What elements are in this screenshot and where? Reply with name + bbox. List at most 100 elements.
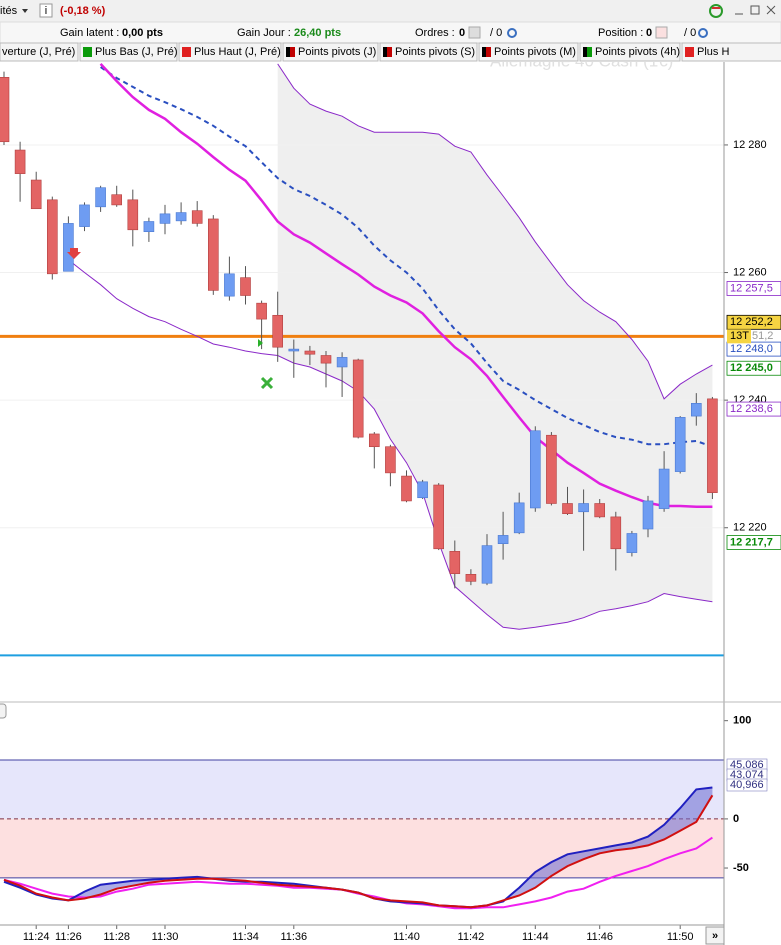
orders-label: Ordres : [415,27,455,39]
y-tick-label: 100 [733,715,751,727]
change: (-0,18 %) [60,5,106,17]
candle-body [336,357,348,368]
tab-icon [286,47,295,57]
maximize[interactable] [750,5,760,15]
sell-signal [67,248,81,259]
tab-label[interactable]: Points pivots (J) [298,46,376,58]
candle-body [546,434,557,504]
orders-cancel[interactable] [468,26,481,39]
toolbar [0,0,781,22]
price-tag-label: 12 248,0 [730,343,773,355]
x-tick-label: 11:30 [152,931,179,943]
info-button[interactable] [39,3,53,18]
tab-icon [583,47,587,57]
price-tag [726,401,781,417]
x-tick-label: 11:24 [23,931,50,943]
latent-label: Gain latent : [60,27,119,39]
tab-label[interactable]: Points pivots (4h) [595,46,680,58]
candle-body [208,218,219,291]
tab[interactable] [0,42,79,62]
candle-body [707,398,718,493]
candle-body [481,545,493,584]
osc-tag-label: 45,086 [730,759,764,771]
tab[interactable] [379,42,478,62]
price-tag [726,314,781,330]
price-tag-label: 12 257,5 [730,282,773,294]
refresh-icon[interactable] [709,4,723,18]
candle-body [465,574,477,582]
candle-body [63,223,74,272]
y-tick-label: 0 [733,813,739,825]
orders-total: / 0 [490,27,502,39]
candle-body [626,533,638,553]
osc-tag-label: 40,966 [730,779,764,791]
tab[interactable] [79,42,178,62]
candle-body [159,213,171,224]
entry-marker [258,339,263,347]
latent-value: 0,00 pts [122,27,163,39]
orders-value: 0 [459,27,465,39]
indicator-line [100,66,713,448]
indicator-line [99,63,713,508]
tab-label[interactable]: Points pivots (S) [395,46,475,58]
tab-icon [482,47,486,57]
candle-body [594,503,606,518]
y-tick-label: -50 [733,862,749,874]
candle-body [401,475,412,502]
tab-icon [685,47,694,57]
price-tag [726,535,781,550]
tab[interactable] [282,42,379,62]
tab-icon [286,47,290,57]
candle-body [497,535,509,544]
candle-body [304,350,316,355]
tab-icon [482,47,491,57]
candle-body [14,149,26,174]
tab-label[interactable]: Plus Haut (J, Pré) [194,46,281,58]
tab-label[interactable]: verture (J, Pré) [2,46,75,58]
scroll-button[interactable] [705,926,725,945]
position-total: / 0 [684,27,696,39]
candle-body [256,302,267,320]
candle-body [191,210,203,224]
tab-icon [583,47,592,57]
oscillator-chart [0,759,724,910]
price-tag [726,281,781,296]
zone [0,759,724,819]
tab[interactable] [478,42,579,62]
tab[interactable] [178,42,282,62]
osc-tag [726,778,768,792]
scroll-button-label[interactable]: » [712,930,718,942]
candle-body [143,221,155,233]
position-close[interactable] [655,26,668,39]
x-tick-label: 11:40 [393,931,420,943]
tab-icon [182,47,191,57]
orders-settings[interactable] [507,28,517,38]
candle-body [529,430,541,509]
envelope-fill [277,63,713,630]
tab[interactable] [579,42,681,62]
y-tick-label: 12 220 [733,522,767,534]
info-icon[interactable]: i [45,5,47,17]
panel-button[interactable] [0,703,7,719]
menu[interactable]: ités [0,5,18,17]
menu-arrow[interactable] [22,9,28,13]
candle-body [240,277,251,296]
candle-body [127,199,139,231]
x-tick-label: 11:36 [280,931,307,943]
candle-body [224,273,235,297]
indicator-tabs: verture (J, Pré) Plus Bas (J, Pré) Plus Ha… [0,42,781,62]
candle-body [368,433,380,448]
close[interactable] [766,5,776,15]
tab[interactable] [681,42,781,62]
hidden-tag: 51,2 [752,330,773,342]
tab-label[interactable]: Plus Bas (J, Pré) [95,46,178,58]
tab-label[interactable]: Plus H [697,46,729,58]
candle-body [111,194,122,206]
candle-body [320,355,332,364]
position-settings[interactable] [698,28,708,38]
tab-label[interactable]: Points pivots (M) [494,46,576,58]
price-tag [726,360,781,376]
tab-icon [83,47,92,57]
